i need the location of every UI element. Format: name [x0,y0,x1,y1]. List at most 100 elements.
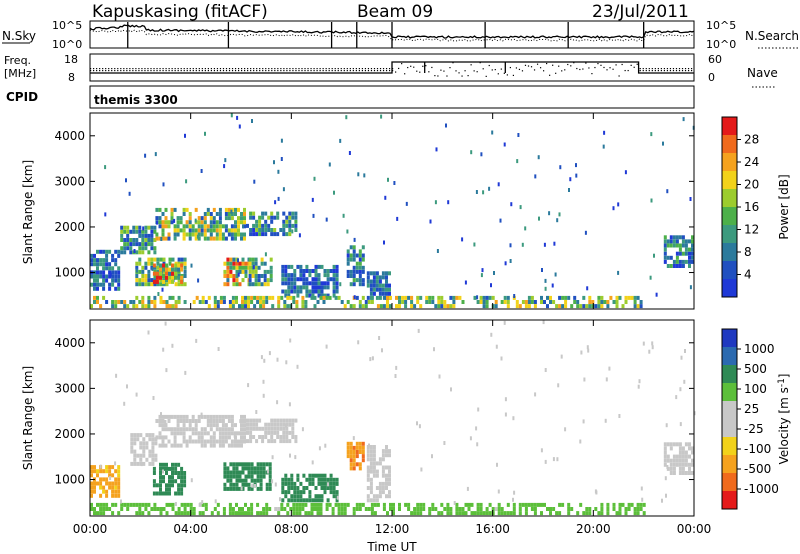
data-cell [231,295,235,300]
data-cell [473,295,477,300]
data-cell [372,453,376,458]
data-cell [335,477,339,482]
data-cell [299,285,303,290]
data-cell [90,282,93,287]
noise-cell [274,200,277,205]
data-cell [142,453,146,458]
data-cell [250,507,254,511]
noise-cell [357,340,360,345]
nave-dot [388,68,391,70]
nave-dot [654,68,656,70]
noise-cell [405,201,408,206]
data-cell [177,483,181,488]
data-cell [273,232,277,237]
data-cell [630,502,634,507]
data-cell [308,477,312,482]
nave-dot [316,70,318,72]
data-cell [349,245,353,250]
data-cell [691,471,694,475]
data-cell [276,211,280,216]
data-cell [364,507,368,511]
data-cell [398,507,401,511]
data-cell [171,479,174,484]
data-cell [413,304,417,309]
data-cell [470,511,474,516]
data-cell [285,215,289,220]
data-cell [320,285,324,290]
data-cell [287,486,291,490]
data-cell [681,462,685,467]
data-cell [287,264,291,269]
data-cell [663,450,667,455]
data-cell [156,257,160,262]
data-cell [191,232,195,237]
data-cell [136,453,140,458]
data-cell [292,507,296,511]
data-cell [159,275,162,280]
data-cell [588,295,592,300]
data-cell [280,295,284,300]
noise-cell [579,439,582,444]
data-cell [120,225,124,230]
noise-cell [436,249,439,253]
nave-dot [379,68,382,70]
noise-cell [447,200,450,205]
data-cell [573,295,577,300]
data-cell [235,278,239,283]
data-cell [675,458,679,463]
noise-cell [264,252,267,257]
data-cell [320,289,324,294]
data-cell [669,462,673,467]
data-cell [230,236,234,241]
nave-dot [398,67,400,70]
data-cell [618,502,622,507]
data-cell [310,511,314,516]
noise-cell [291,229,294,234]
noise-cell [541,268,543,272]
data-cell [254,282,258,287]
data-cell [287,273,291,278]
data-cell [388,469,391,474]
data-cell [99,502,103,507]
data-cell [165,267,168,272]
nave-dot [250,70,252,72]
data-cell [375,473,379,478]
nave-dot [621,63,623,66]
data-cell [688,251,691,256]
data-cell [305,486,309,490]
data-cell [264,219,268,224]
nave-dot [195,68,197,70]
data-cell [271,295,275,300]
data-cell [158,431,162,436]
nave-dot [358,68,360,70]
data-cell [159,267,162,272]
data-cell [250,511,254,516]
data-cell [273,430,277,435]
data-cell [373,502,377,507]
noise-cell [104,212,107,217]
noise-cell [679,422,682,427]
data-cell [238,462,242,467]
data-cell [155,271,159,276]
data-cell [276,422,280,427]
noise-cell [266,469,269,474]
noise-cell [115,373,118,378]
data-cell [256,478,260,483]
nave-dot [165,70,167,72]
data-cell [385,283,388,288]
data-cell [162,269,166,274]
noise-cell [556,218,559,223]
data-cell [99,304,103,309]
data-cell [291,418,295,423]
data-cell [308,490,312,495]
data-cell [372,287,376,292]
nave-dot [132,68,134,70]
data-cell [491,304,495,309]
colorbar-swatch [722,437,737,455]
nave-dot [165,68,167,70]
data-cell [185,443,189,448]
noise-cell [517,133,520,137]
data-cell [135,229,139,234]
data-cell [136,437,140,442]
data-cell [672,458,676,463]
